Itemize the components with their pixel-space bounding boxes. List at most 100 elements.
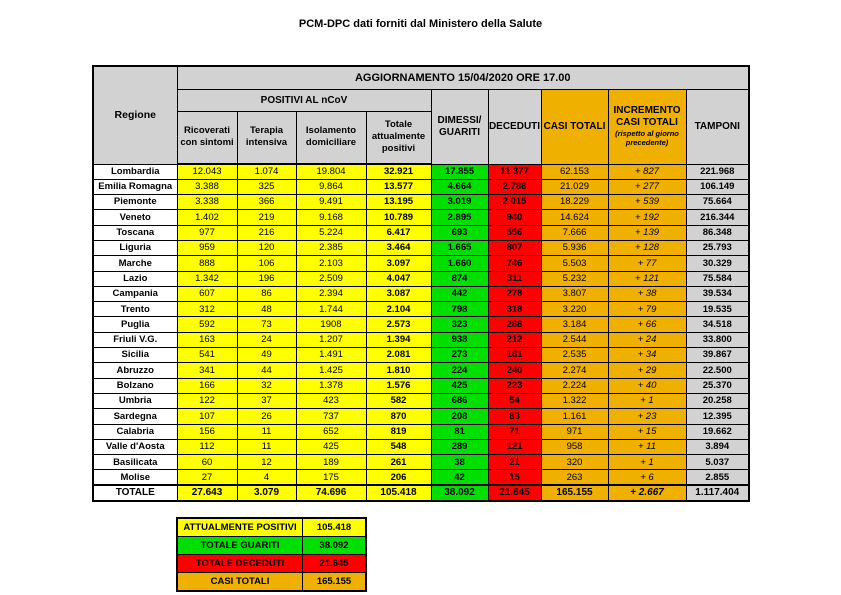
cell-terapia-intensiva: 11 [236,423,297,440]
cell-incremento-casi-totali: + 128 [607,239,687,257]
table-row: Bolzano 166 32 1.378 1.576 425 223 2.224 + 40 25.… [92,377,750,394]
cell-region: Valle d'Aosta [92,438,178,456]
cell-deceduti: 21 [487,454,542,471]
cell-region: TOTALE [92,484,178,502]
cell-terapia-intensiva: 37 [236,392,297,410]
table-row: Molise 27 4 175 206 42 15 263 + 6 2.855 [92,469,750,486]
summary-value: 21.645 [302,554,367,573]
cell-isolamento-domiciliare: 2.103 [295,255,367,272]
cell-ricoverati-con-sintomi: 977 [176,224,238,241]
cell-dimessi-guariti: 224 [430,362,489,379]
cell-casi-totali: 1.161 [540,408,609,425]
cell-tamponi: 106.149 [685,178,750,196]
table-row: Friuli V.G. 163 24 1.207 1.394 938 212 2.544 + 2… [92,331,750,349]
cell-casi-totali: 2.544 [540,331,609,349]
cell-casi-totali: 3.220 [540,301,609,318]
cell-terapia-intensiva: 24 [236,331,297,349]
table-row: Piemonte 3.338 366 9.491 13.195 3.019 2.015 18.… [92,194,750,211]
cell-terapia-intensiva: 4 [236,469,297,486]
cell-region: Umbria [92,392,178,410]
cell-isolamento-domiciliare: 5.224 [295,224,367,241]
column-header-regione: Regione [92,65,178,165]
cell-tamponi: 75.664 [685,194,750,211]
summary-row: CASI TOTALI 165.155 [176,572,367,592]
summary-row: TOTALE GUARITI 38.092 [176,536,367,555]
cell-region: Bolzano [92,377,178,394]
cell-ricoverati-con-sintomi: 341 [176,362,238,379]
cell-isolamento-domiciliare: 1908 [295,316,367,333]
table-row: Valle d'Aosta 112 11 425 548 289 121 958 + 11 3.8… [92,438,750,456]
cell-region: Lazio [92,270,178,287]
cell-deceduti: 2.015 [487,194,542,211]
cell-totale-attualmente-positivi: 2.081 [365,347,432,364]
cell-casi-totali: 2.274 [540,362,609,379]
summary-row: TOTALE DECEDUTI 21.645 [176,554,367,573]
summary-label: TOTALE DECEDUTI [176,554,303,573]
column-header-totale-positivi: Totale attualmente positivi [365,110,432,165]
cell-casi-totali: 263 [540,469,609,486]
cell-tamponi: 5.037 [685,454,750,471]
summary-row: ATTUALMENTE POSITIVI 105.418 [176,517,367,537]
cell-deceduti: 2.788 [487,178,542,196]
cell-region: Toscana [92,224,178,241]
cell-totale-attualmente-positivi: 10.789 [365,209,432,226]
cell-ricoverati-con-sintomi: 3.338 [176,194,238,211]
cell-isolamento-domiciliare: 1.378 [295,377,367,394]
cell-ricoverati-con-sintomi: 1.402 [176,209,238,226]
summary-label: TOTALE GUARITI [176,536,303,555]
cell-isolamento-domiciliare: 1.491 [295,347,367,364]
cell-totale-attualmente-positivi: 1.394 [365,331,432,349]
cell-tamponi: 33.800 [685,331,750,349]
summary-value: 165.155 [302,572,367,592]
cell-dimessi-guariti: 17.855 [430,163,489,180]
cell-casi-totali: 14.624 [540,209,609,226]
cell-deceduti: 311 [487,270,542,287]
cell-deceduti: 15 [487,469,542,486]
cell-totale-attualmente-positivi: 3.464 [365,239,432,257]
cell-ricoverati-con-sintomi: 888 [176,255,238,272]
cell-tamponi: 19.662 [685,423,750,440]
table-row: Sicilia 541 49 1.491 2.081 273 181 2.535 + 34 39.… [92,347,750,364]
cell-dimessi-guariti: 686 [430,392,489,410]
cell-region: Sardegna [92,408,178,425]
cell-isolamento-domiciliare: 1.425 [295,362,367,379]
cell-deceduti: 807 [487,239,542,257]
cell-totale-attualmente-positivi: 13.195 [365,194,432,211]
cell-isolamento-domiciliare: 9.168 [295,209,367,226]
cell-deceduti: 54 [487,392,542,410]
cell-totale-attualmente-positivi: 2.573 [365,316,432,333]
cell-isolamento-domiciliare: 175 [295,469,367,486]
update-banner: AGGIORNAMENTO 15/04/2020 ORE 17.00 [176,65,750,90]
cell-incremento-casi-totali: + 121 [607,270,687,287]
cell-isolamento-domiciliare: 1.207 [295,331,367,349]
cell-region: Piemonte [92,194,178,211]
cell-isolamento-domiciliare: 1.744 [295,301,367,318]
cell-incremento-casi-totali: + 2.667 [607,484,687,502]
cell-casi-totali: 5.936 [540,239,609,257]
summary-label: CASI TOTALI [176,572,303,592]
cell-totale-attualmente-positivi: 870 [365,408,432,425]
column-header-isolamento: Isolamento domiciliare [295,110,367,165]
cell-tamponi: 86.348 [685,224,750,241]
cell-region: Trento [92,301,178,318]
table-row: Sardegna 107 26 737 870 208 83 1.161 + 23 12.395 [92,408,750,425]
cell-dimessi-guariti: 938 [430,331,489,349]
cell-isolamento-domiciliare: 189 [295,454,367,471]
cell-casi-totali: 971 [540,423,609,440]
table-row: Basilicata 60 12 189 261 38 21 320 + 1 5.037 [92,454,750,471]
cell-deceduti: 746 [487,255,542,272]
cell-dimessi-guariti: 1.660 [430,255,489,272]
cell-dimessi-guariti: 1.665 [430,239,489,257]
cell-ricoverati-con-sintomi: 166 [176,377,238,394]
cell-incremento-casi-totali: + 6 [607,469,687,486]
cell-incremento-casi-totali: + 77 [607,255,687,272]
cell-tamponi: 30.329 [685,255,750,272]
total-row: TOTALE 27.643 3.079 74.696 105.418 38.092 21.6… [92,484,750,502]
cell-region: Calabria [92,423,178,440]
cell-terapia-intensiva: 86 [236,285,297,303]
cell-terapia-intensiva: 106 [236,255,297,272]
cell-deceduti: 318 [487,301,542,318]
cell-incremento-casi-totali: + 277 [607,178,687,196]
cell-tamponi: 39.867 [685,347,750,364]
cell-dimessi-guariti: 874 [430,270,489,287]
